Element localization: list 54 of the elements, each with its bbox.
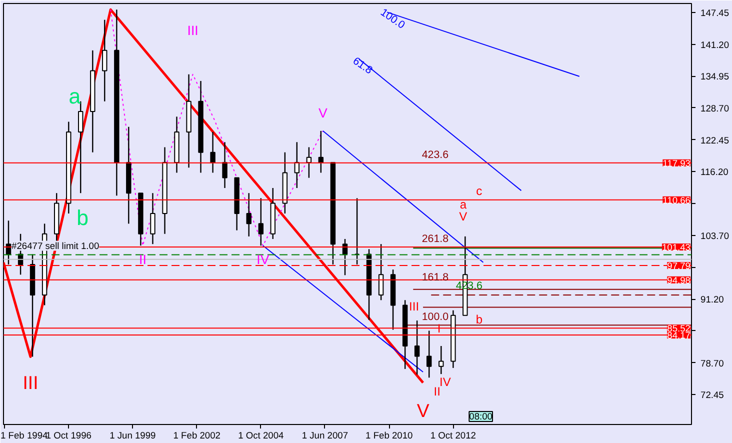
candlestick <box>210 131 216 174</box>
annotation: b <box>76 206 89 230</box>
ref-line-label: #26477 sell limit 1.00 <box>12 240 100 251</box>
x-tick-label: 1 Oct 2012 <box>430 430 476 440</box>
y-tick-label: 147.45 <box>700 8 730 18</box>
annotation: 100.0 <box>422 311 449 324</box>
ref-line-label: 94.98 <box>667 275 690 286</box>
annotation: II <box>434 384 440 399</box>
ref-line-label: 110.66 <box>662 195 691 206</box>
y-tick-label: 116.20 <box>700 167 728 178</box>
annotation: a <box>460 197 467 212</box>
candlestick <box>246 192 252 238</box>
x-tick-label: 1 Jun 2007 <box>302 430 348 440</box>
x-tick-label: 1 Oct 1996 <box>46 430 92 440</box>
x-tick-label: 1 Feb 2002 <box>173 430 220 440</box>
annotation: V <box>459 209 468 224</box>
y-tick-label: 103.70 <box>700 230 730 241</box>
x-tick-label: 1 Oct 2004 <box>238 430 284 440</box>
y-tick-label: 128.70 <box>700 103 730 114</box>
annotation: 08:00 <box>469 412 492 422</box>
ref-line-label: 84.17 <box>667 330 690 340</box>
annotation: III <box>22 372 38 394</box>
candlestick <box>426 330 432 378</box>
ref-line-label: 101.43 <box>662 242 690 252</box>
y-tick-label: 141.20 <box>700 40 730 50</box>
candlestick <box>150 192 156 245</box>
y-tick-label: 122.45 <box>700 135 730 146</box>
annotation: III <box>187 22 198 38</box>
candlestick <box>414 320 420 376</box>
annotation: a <box>68 84 81 108</box>
x-tick-label: 1 Jun 1999 <box>110 430 156 440</box>
annotation: III <box>409 300 420 314</box>
ref-line-label: 117.93 <box>662 158 691 168</box>
ref-line-label: 97.79 <box>667 261 690 272</box>
x-tick-label: 1 Feb 1994 <box>0 430 48 440</box>
x-tick-label: 1 Feb 2010 <box>366 430 413 440</box>
annotation: c <box>476 184 482 198</box>
y-tick-label: 72.45 <box>700 390 724 400</box>
y-tick-label: 91.20 <box>700 294 724 305</box>
y-tick-label: 78.70 <box>700 358 724 368</box>
annotation: V <box>318 105 328 120</box>
annotation: 261.8 <box>422 232 449 245</box>
candlestick <box>258 198 264 246</box>
annotation: V <box>416 400 430 422</box>
annotation: 423.6 <box>422 148 449 161</box>
candlestick <box>102 19 108 102</box>
annotation: IV <box>256 252 270 268</box>
annotation: IV <box>440 374 451 389</box>
y-tick-label: 134.95 <box>700 72 730 82</box>
candlestick <box>222 142 228 189</box>
annotation: II <box>139 252 146 268</box>
candlestick <box>378 243 384 301</box>
annotation: b <box>476 312 483 326</box>
candlestick <box>438 345 444 375</box>
